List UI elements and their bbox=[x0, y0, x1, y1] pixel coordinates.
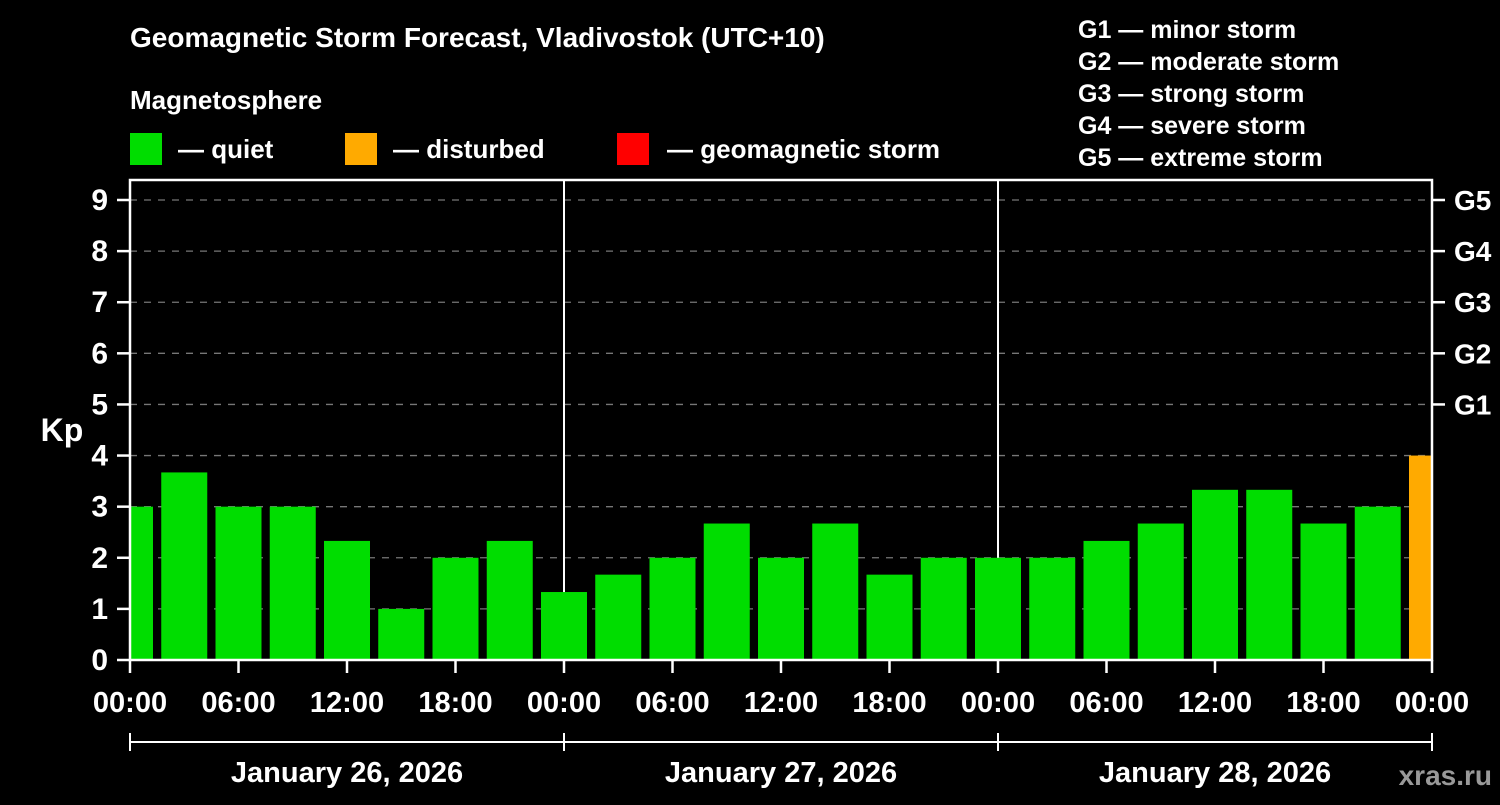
g-scale-item: G5 — extreme storm bbox=[1078, 144, 1323, 172]
disturbed-label: — disturbed bbox=[393, 134, 545, 164]
y-tick-label: 0 bbox=[91, 644, 108, 677]
date-label: January 28, 2026 bbox=[1099, 757, 1331, 789]
storm-swatch bbox=[617, 133, 649, 165]
x-tick-label: 06:00 bbox=[635, 687, 709, 719]
disturbed-swatch bbox=[345, 133, 377, 165]
kp-bar bbox=[1354, 506, 1401, 660]
g-axis-label: G4 bbox=[1454, 236, 1492, 267]
g-scale-item: G3 — strong storm bbox=[1078, 80, 1305, 108]
watermark: xras.ru bbox=[1398, 760, 1492, 791]
y-tick-label: 8 bbox=[91, 235, 108, 268]
x-tick-label: 18:00 bbox=[852, 687, 926, 719]
kp-bar bbox=[161, 472, 208, 660]
g-axis-label: G2 bbox=[1454, 338, 1491, 369]
kp-axis-label: Kp bbox=[41, 412, 84, 448]
kp-bar bbox=[920, 557, 967, 660]
x-tick-label: 00:00 bbox=[93, 687, 167, 719]
y-tick-label: 3 bbox=[91, 491, 108, 524]
x-tick-label: 00:00 bbox=[961, 687, 1035, 719]
kp-bar bbox=[703, 523, 750, 660]
kp-bar bbox=[324, 540, 370, 660]
storm-label: — geomagnetic storm bbox=[667, 134, 941, 164]
date-label: January 27, 2026 bbox=[665, 757, 897, 789]
kp-bar bbox=[130, 506, 153, 660]
kp-bar bbox=[378, 608, 425, 660]
g-axis-label: G3 bbox=[1454, 287, 1491, 318]
x-tick-label: 06:00 bbox=[1069, 687, 1143, 719]
y-tick-label: 2 bbox=[91, 542, 108, 575]
kp-bar bbox=[486, 540, 533, 660]
g-scale-item: G2 — moderate storm bbox=[1078, 48, 1340, 76]
x-tick-label: 18:00 bbox=[1286, 687, 1360, 719]
g-scale-legend: G1 — minor storm G2 — moderate storm G3 … bbox=[1078, 14, 1339, 174]
y-tick-label: 9 bbox=[91, 184, 108, 217]
kp-bar bbox=[1192, 489, 1238, 660]
x-tick-label: 06:00 bbox=[201, 687, 275, 719]
x-tick-label: 12:00 bbox=[310, 687, 384, 719]
chart-title: Geomagnetic Storm Forecast, Vladivostok … bbox=[130, 22, 825, 53]
date-label: January 26, 2026 bbox=[231, 757, 463, 789]
g-scale-item: G1 — minor storm bbox=[1078, 16, 1297, 44]
kp-bar bbox=[1029, 557, 1076, 660]
kp-bar bbox=[866, 574, 913, 660]
y-tick-label: 4 bbox=[91, 440, 108, 473]
g-axis-label: G1 bbox=[1454, 389, 1491, 420]
kp-bar bbox=[975, 557, 1021, 660]
x-tick-label: 00:00 bbox=[527, 687, 601, 719]
kp-bar bbox=[595, 574, 642, 660]
x-tick-label: 12:00 bbox=[744, 687, 818, 719]
y-tick-label: 1 bbox=[91, 593, 108, 626]
kp-bar bbox=[1409, 455, 1432, 660]
kp-bar bbox=[1137, 523, 1184, 660]
kp-bar bbox=[812, 523, 859, 660]
quiet-swatch bbox=[130, 133, 162, 165]
quiet-label: — quiet bbox=[178, 134, 274, 164]
y-tick-label: 6 bbox=[91, 337, 108, 370]
y-tick-label: 7 bbox=[91, 286, 108, 319]
x-tick-label: 00:00 bbox=[1395, 687, 1469, 719]
kp-bar bbox=[432, 557, 479, 660]
legend-title: Magnetosphere bbox=[130, 85, 323, 115]
kp-bar bbox=[1083, 540, 1130, 660]
g-scale-item: G4 — severe storm bbox=[1078, 112, 1306, 140]
x-tick-label: 18:00 bbox=[418, 687, 492, 719]
state-legend: — quiet — disturbed — geomagnetic storm bbox=[130, 131, 1080, 171]
g-axis-label: G5 bbox=[1454, 185, 1491, 216]
kp-bar bbox=[215, 506, 262, 660]
kp-bar bbox=[1246, 489, 1293, 660]
x-tick-label: 12:00 bbox=[1178, 687, 1252, 719]
y-tick-label: 5 bbox=[91, 388, 108, 421]
kp-bar bbox=[649, 557, 696, 660]
kp-bar bbox=[541, 592, 587, 660]
kp-bar bbox=[269, 506, 316, 660]
kp-bar bbox=[1300, 523, 1347, 660]
kp-bar bbox=[758, 557, 804, 660]
